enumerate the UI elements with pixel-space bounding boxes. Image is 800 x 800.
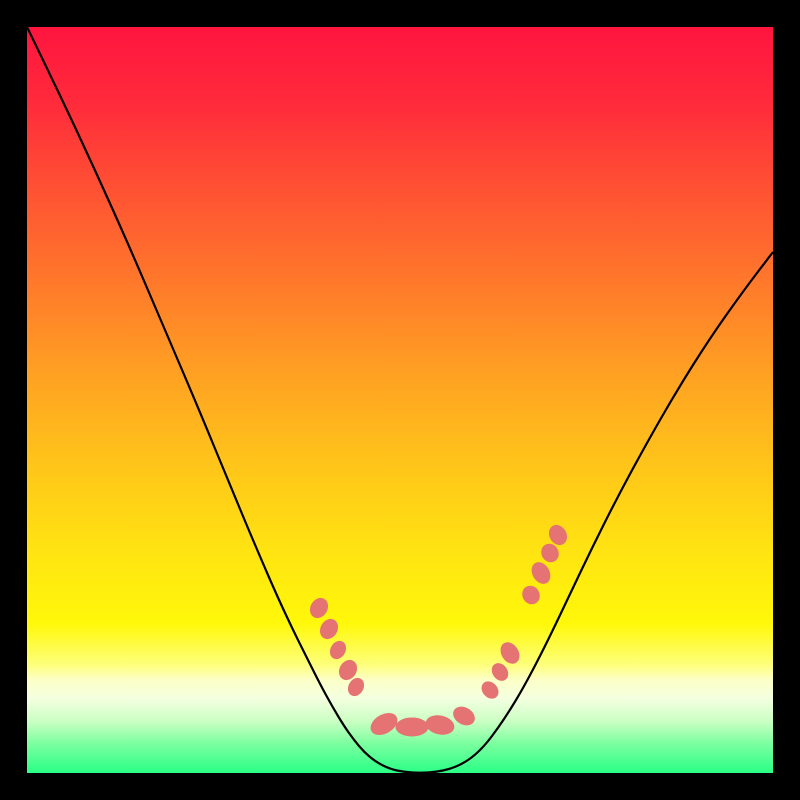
gradient-background xyxy=(27,27,773,773)
data-marker xyxy=(396,718,428,736)
chart-svg xyxy=(0,0,800,800)
chart-root: TheBottleneck.com xyxy=(0,0,800,800)
